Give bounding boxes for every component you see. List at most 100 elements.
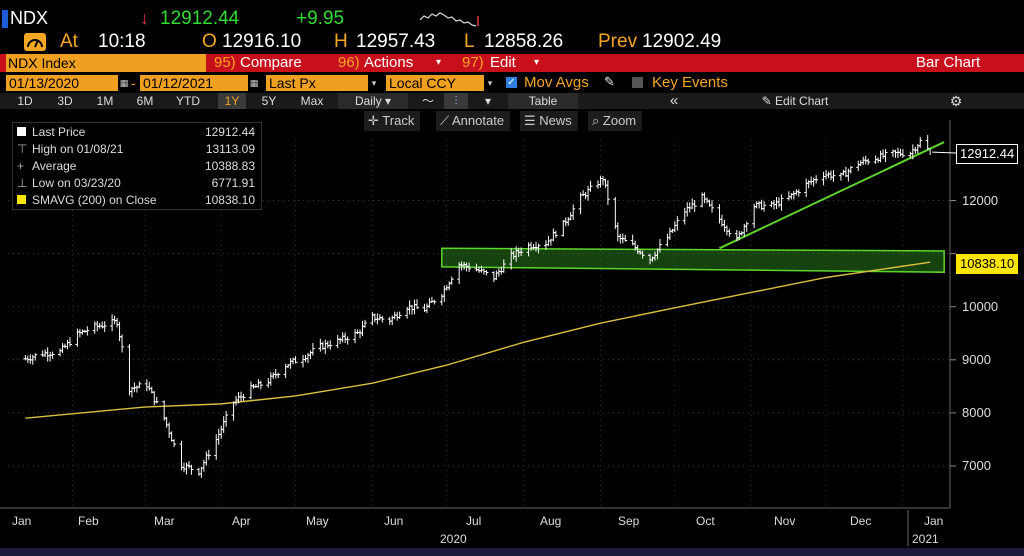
ohlc-bar [442, 285, 447, 302]
ohlc-bar [172, 439, 177, 448]
end-date-field[interactable]: 01/12/2021 ▦ [140, 75, 260, 91]
ohlc-bar [754, 201, 759, 209]
ohlc-bar [300, 354, 305, 368]
calendar-icon[interactable]: ▦ [248, 75, 260, 91]
ohlc-bar [60, 343, 65, 353]
ohlc-bar [179, 440, 184, 471]
x-year-label: 2020 [440, 532, 467, 546]
net-change: +9.95 [296, 8, 345, 29]
ohlc-bar [345, 336, 350, 345]
compare-menu[interactable]: Compare [240, 54, 302, 71]
ohlc-bar [214, 434, 219, 460]
track-button[interactable]: ✛ Track [364, 111, 421, 131]
chart-type-dropdown-icon[interactable]: ▾ [484, 94, 492, 108]
calendar-icon[interactable]: ▦ [118, 75, 130, 91]
period-1d-button[interactable]: 1D [17, 94, 33, 108]
mov-avgs-label[interactable]: Mov Avgs [524, 74, 589, 91]
annotate-button[interactable]: ⟋ Annotate [436, 111, 511, 131]
news-button[interactable]: ☰ News [520, 111, 578, 131]
settings-gear-icon[interactable]: ⚙ [949, 93, 963, 109]
mov-avgs-checkbox[interactable]: ✓ [506, 77, 517, 88]
pencil-icon[interactable]: ✎ [604, 74, 615, 89]
zoom-button[interactable]: ⌕ Zoom [588, 111, 643, 131]
ohlc-bar [58, 348, 63, 357]
currency-select[interactable]: Local CCY ▾ [386, 75, 496, 91]
bottom-status-bar [0, 548, 1024, 556]
ohlc-bar [293, 356, 298, 364]
ohlc-bar [925, 134, 930, 150]
function-menu-bar: NDX Index 95) Compare 96) Actions ▾ 97) … [0, 54, 1024, 72]
ohlc-bar [467, 262, 472, 272]
line-chart-icon[interactable]: 〜 [421, 94, 434, 108]
security-color-marker [2, 10, 8, 28]
ohlc-bar [189, 464, 194, 475]
ohlc-bar [439, 293, 444, 306]
news-icon: ☰ [524, 113, 536, 128]
legend-row: ⊥ Low on 03/23/20 6771.91 [17, 175, 257, 192]
chevron-down-icon[interactable]: ▾ [368, 75, 380, 91]
chart-type-title: Bar Chart [916, 54, 981, 71]
quote-header-row: NDX ↓ 12912.44 +9.95 [0, 8, 1024, 30]
smavg-200-line [25, 261, 931, 419]
ohlc-bar [28, 354, 33, 364]
ohlc-bar [739, 231, 744, 236]
ohlc-bar [338, 337, 343, 345]
ohlc-bar [605, 180, 610, 205]
ohlc-bar [672, 221, 677, 233]
quote-time: 10:18 [98, 31, 146, 52]
key-events-checkbox[interactable] [632, 77, 643, 88]
bar-chart-icon[interactable]: ⫶ [444, 93, 468, 109]
ohlc-bar [776, 197, 781, 208]
ohlc-bar [30, 354, 35, 365]
ohlc-bar [568, 212, 573, 221]
period-ytd-button[interactable]: YTD [176, 94, 200, 108]
x-month-label: Jan [12, 514, 32, 528]
period-max-button[interactable]: Max [300, 94, 324, 108]
period-1m-button[interactable]: 1M [96, 94, 114, 108]
period-3d-button[interactable]: 3D [57, 94, 73, 108]
ohlc-bar [786, 191, 791, 201]
crosshair-icon: ✛ [368, 113, 379, 128]
ohlc-bar [127, 344, 132, 396]
security-field[interactable]: NDX Index [6, 54, 206, 72]
edit-dropdown-icon[interactable]: ▾ [534, 57, 540, 68]
ohlc-bar [372, 313, 377, 323]
ohlc-bar [670, 228, 675, 233]
chevron-down-icon[interactable]: ▾ [484, 75, 496, 91]
start-date-field[interactable]: 01/13/2020 ▦ [6, 75, 130, 91]
edit-chart-button[interactable]: ✎ Edit Chart [740, 93, 850, 109]
ohlc-bar [769, 201, 774, 208]
ohlc-bar [744, 221, 749, 232]
ohlc-bar [33, 353, 38, 361]
prev-close: 12902.49 [642, 31, 722, 52]
ohlc-bar [553, 230, 558, 238]
legend-label: Average [32, 159, 77, 173]
ohlc-bar [273, 369, 278, 379]
table-button[interactable]: Table [508, 93, 578, 109]
ohlc-bar [831, 170, 836, 182]
ohlc-bar [268, 372, 273, 386]
ohlc-bar [809, 176, 814, 185]
period-5y-button[interactable]: 5Y [261, 94, 277, 108]
edit-menu[interactable]: Edit [490, 54, 516, 71]
price-chart[interactable] [0, 110, 1024, 548]
compare-menu-number: 95) [214, 54, 236, 71]
x-month-label: Jun [384, 514, 404, 528]
gauge-icon[interactable] [24, 33, 46, 51]
low-price: 12858.26 [484, 31, 564, 52]
ohlc-bar [224, 410, 229, 427]
frequency-select[interactable]: Daily ▾ [338, 93, 408, 109]
legend-value: 10388.83 [204, 159, 255, 173]
price-field-select[interactable]: Last Px ▾ [266, 75, 380, 91]
key-events-label[interactable]: Key Events [652, 74, 728, 91]
period-1y-button[interactable]: 1Y [218, 93, 246, 109]
ohlc-bar [147, 381, 152, 391]
ohlc-bar [623, 234, 628, 242]
ohlc-bar [253, 383, 258, 388]
actions-dropdown-icon[interactable]: ▾ [436, 57, 442, 68]
ohlc-bar [429, 296, 434, 304]
collapse-panel-icon[interactable]: « [669, 92, 679, 109]
period-6m-button[interactable]: 6M [136, 94, 154, 108]
ohlc-bar [727, 228, 732, 237]
actions-menu[interactable]: Actions [364, 54, 414, 71]
